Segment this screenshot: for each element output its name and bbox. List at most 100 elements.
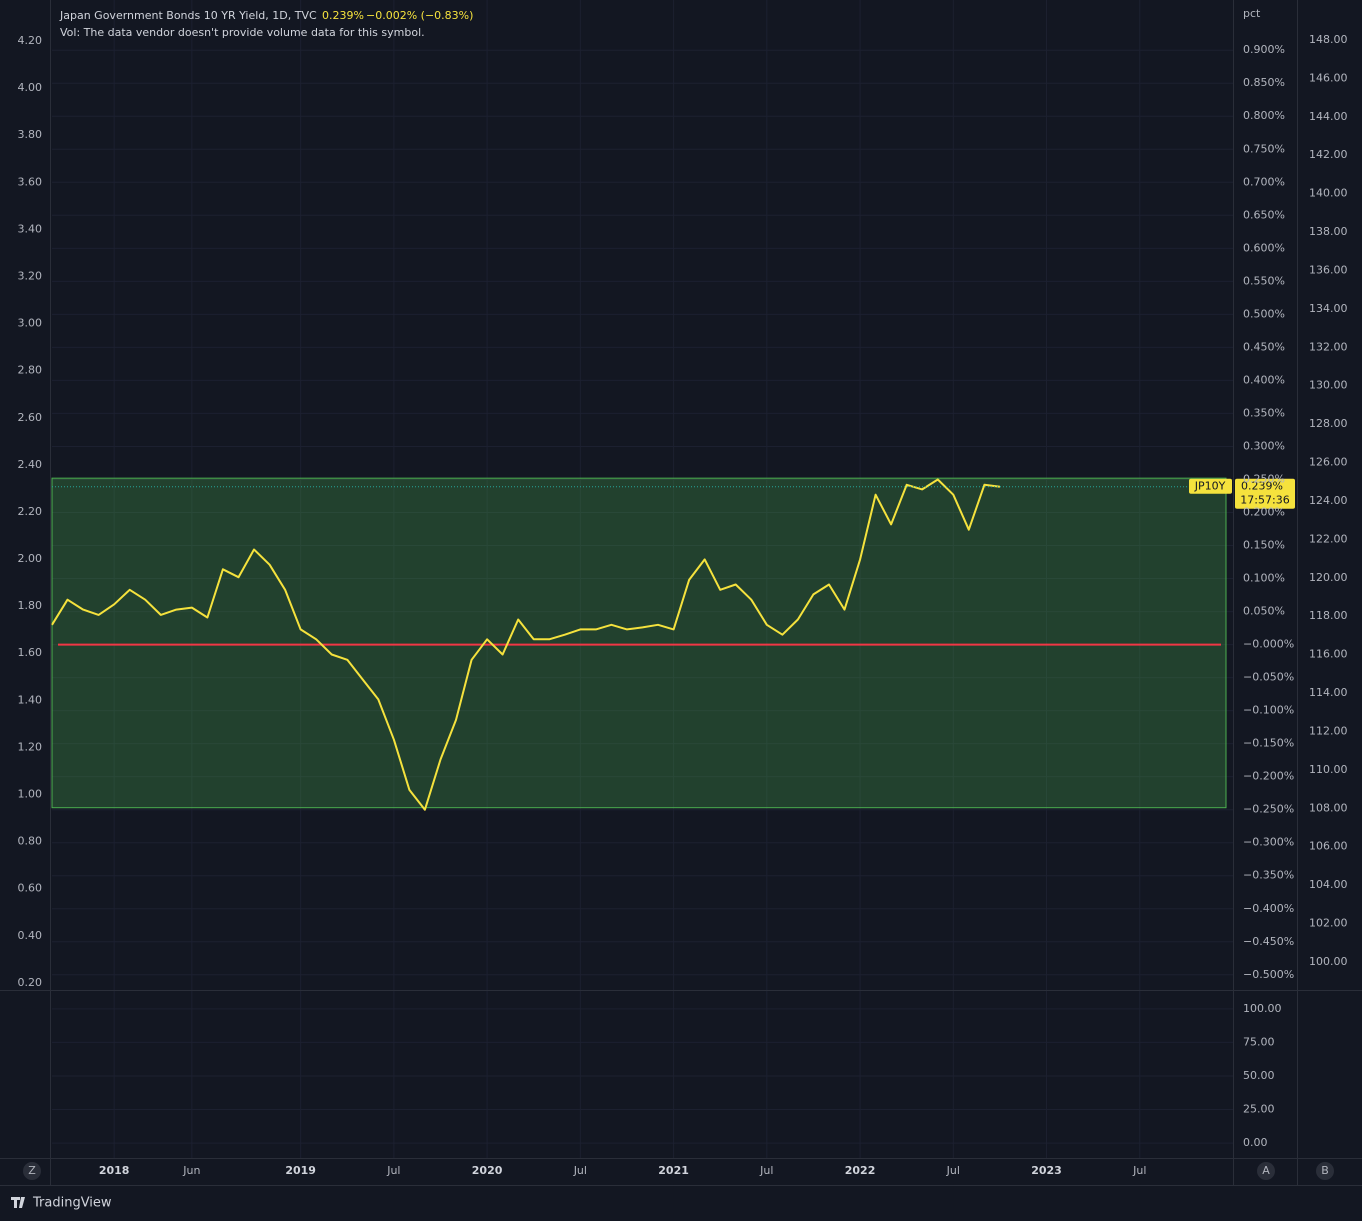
lower-tick-label: 100.00 — [1243, 1002, 1282, 1015]
y2-tick-label: 106.00 — [1309, 840, 1348, 853]
x-tick-label: 2018 — [99, 1164, 130, 1177]
y-left-tick-label: 2.20 — [18, 505, 43, 518]
y2-tick-label: 128.00 — [1309, 417, 1348, 430]
y-left-tick-label: 3.00 — [18, 317, 43, 330]
y-left-tick-label: 0.60 — [18, 882, 43, 895]
y2-tick-label: 122.00 — [1309, 532, 1348, 545]
y2-tick-label: 116.00 — [1309, 648, 1348, 661]
x-tick-label: 2022 — [845, 1164, 876, 1177]
y-left-tick-label: 2.00 — [18, 552, 43, 565]
x-tick-label: Jun — [182, 1164, 200, 1177]
y2-tick-label: 148.00 — [1309, 33, 1348, 46]
y-tick-label: 0.700% — [1243, 175, 1285, 188]
y2-tick-label: 104.00 — [1309, 878, 1348, 891]
y-tick-label: −0.300% — [1243, 836, 1294, 849]
symbol-tag-label: JP10Y — [1194, 480, 1226, 493]
y2-tick-label: 140.00 — [1309, 187, 1348, 200]
y-tick-label: 0.150% — [1243, 539, 1285, 552]
b-button[interactable]: B — [1316, 1162, 1334, 1180]
b-label[interactable]: B — [1321, 1164, 1329, 1177]
y2-tick-label: 112.00 — [1309, 724, 1348, 737]
y-left-tick-label: 3.60 — [18, 175, 43, 188]
brand-logo[interactable] — [11, 1197, 25, 1208]
y-tick-label: 0.750% — [1243, 142, 1285, 155]
y-tick-label: 0.200% — [1243, 506, 1285, 519]
marks — [51, 477, 1233, 811]
lower-tick-label: 75.00 — [1243, 1035, 1275, 1048]
y-left-tick-label: 3.80 — [18, 128, 43, 141]
y-unit: pct — [1243, 7, 1261, 20]
y-tick-label: −0.100% — [1243, 704, 1294, 717]
y-left-tick-label: 1.80 — [18, 599, 43, 612]
y-tick-label: −0.050% — [1243, 671, 1294, 684]
y2-tick-label: 138.00 — [1309, 225, 1348, 238]
price-tag-countdown: 17:57:36 — [1240, 494, 1289, 507]
price-tags: JP10Y 0.239%17:57:36 — [1189, 478, 1295, 509]
y-left-tick-label: 1.60 — [18, 646, 43, 659]
y-left-tick-label: 2.40 — [18, 458, 43, 471]
y-left-tick-label: 1.20 — [18, 740, 43, 753]
change: −0.002% (−0.83%) — [366, 9, 473, 22]
lower-tick-label: 25.00 — [1243, 1103, 1275, 1116]
zoom-button[interactable]: Z — [23, 1162, 41, 1180]
y2-tick-label: 124.00 — [1309, 494, 1348, 507]
y-tick-label: −0.500% — [1243, 968, 1294, 981]
y2-tick-label: 118.00 — [1309, 609, 1348, 622]
x-tick-label: 2020 — [472, 1164, 503, 1177]
symbol-title: Japan Government Bonds 10 YR Yield, 1D, … — [59, 9, 317, 22]
y2-tick-label: 120.00 — [1309, 571, 1348, 584]
x-tick-label: 2023 — [1031, 1164, 1062, 1177]
y-tick-label: 0.800% — [1243, 109, 1285, 122]
y2-tick-label: 146.00 — [1309, 71, 1348, 84]
x-tick-label: Jul — [1132, 1164, 1146, 1177]
lower-tick-label: 50.00 — [1243, 1069, 1275, 1082]
y-tick-label: 0.050% — [1243, 605, 1285, 618]
y-tick-label: 0.100% — [1243, 572, 1285, 585]
y-tick-label: −0.400% — [1243, 902, 1294, 915]
y-left-tick-label: 3.40 — [18, 222, 43, 235]
y2-tick-label: 136.00 — [1309, 263, 1348, 276]
y2-tick-label: 102.00 — [1309, 917, 1348, 930]
x-tick-label: 2019 — [285, 1164, 316, 1177]
y-left-tick-label: 2.60 — [18, 411, 43, 424]
brand-name[interactable]: TradingView — [32, 1196, 112, 1211]
grid — [52, 0, 1233, 1158]
y-tick-label: −0.150% — [1243, 737, 1294, 750]
y2-tick-label: 142.00 — [1309, 148, 1348, 161]
y2-tick-label: 132.00 — [1309, 340, 1348, 353]
x-tick-label: Jul — [759, 1164, 773, 1177]
volume-note: Vol: The data vendor doesn't provide vol… — [60, 26, 425, 39]
auto-button[interactable]: A — [1257, 1162, 1275, 1180]
y-left-tick-label: 3.20 — [18, 269, 43, 282]
y-tick-label: 0.400% — [1243, 373, 1285, 386]
price-tag — [1235, 478, 1295, 509]
y2-tick-label: 100.00 — [1309, 955, 1348, 968]
y2-tick-label: 144.00 — [1309, 110, 1348, 123]
y-left-tick-label: 2.80 — [18, 364, 43, 377]
x-tick-label: 2021 — [658, 1164, 689, 1177]
y-left-tick-label: 1.40 — [18, 693, 43, 706]
range-box — [51, 477, 1227, 809]
symbol-tag — [1189, 478, 1232, 494]
y-tick-label: −0.350% — [1243, 869, 1294, 882]
y-tick-label: 0.650% — [1243, 208, 1285, 221]
y-left-tick-label: 4.00 — [18, 81, 43, 94]
lower-tick-label: 0.00 — [1243, 1136, 1268, 1149]
y2-tick-label: 108.00 — [1309, 801, 1348, 814]
last-value: 0.239% — [322, 9, 364, 22]
y-tick-label: 0.850% — [1243, 76, 1285, 89]
y2-tick-label: 114.00 — [1309, 686, 1348, 699]
y-left-tick-label: 0.20 — [18, 976, 43, 989]
auto-label[interactable]: A — [1262, 1164, 1270, 1177]
x-tick-label: Jul — [946, 1164, 960, 1177]
brand[interactable]: TradingView — [11, 1196, 112, 1211]
y-tick-label: 0.550% — [1243, 274, 1285, 287]
y-tick-label: 0.450% — [1243, 340, 1285, 353]
y-tick-label: −0.450% — [1243, 935, 1294, 948]
zoom-label[interactable]: Z — [28, 1164, 36, 1177]
y-tick-label: −0.250% — [1243, 803, 1294, 816]
y-left-tick-label: 0.40 — [18, 929, 43, 942]
y-left-tick-label: 4.20 — [18, 34, 43, 47]
